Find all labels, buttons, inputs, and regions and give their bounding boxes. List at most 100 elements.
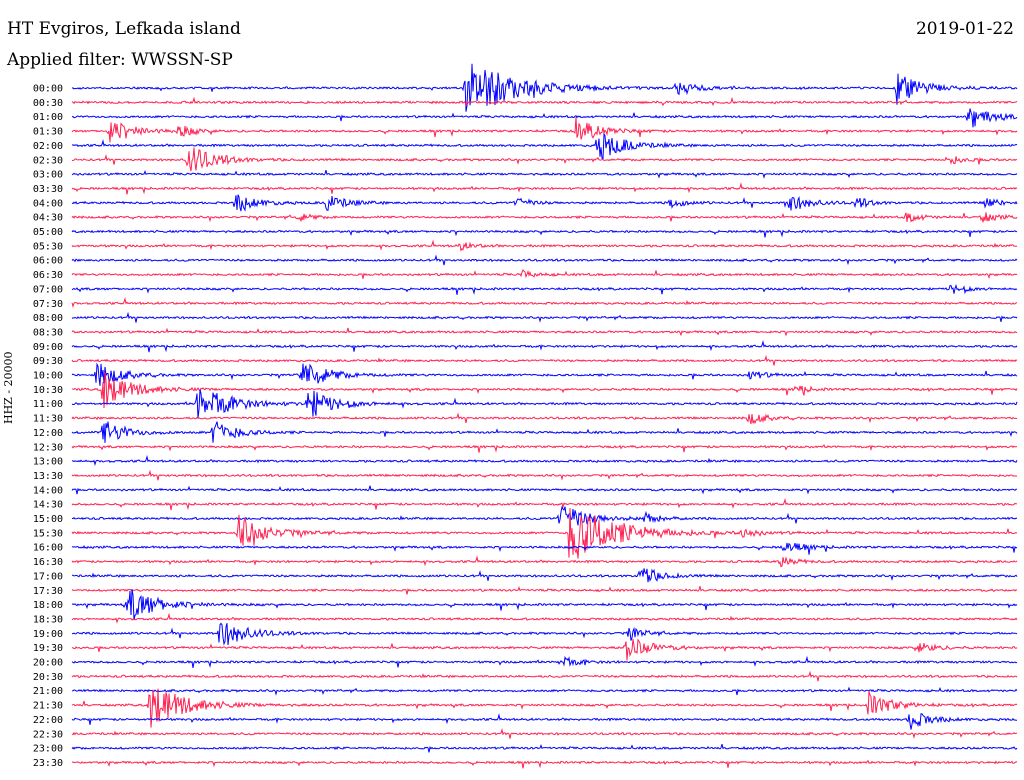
row-time-label: 02:30 (33, 155, 63, 166)
row-time-label: 10:30 (33, 385, 63, 396)
row-time-label: 11:30 (33, 414, 63, 425)
trace-row (71, 311, 1018, 323)
row-time-label: 06:30 (33, 270, 63, 281)
row-time-label: 01:00 (33, 112, 63, 123)
trace-row (71, 354, 1018, 366)
row-time-label: 19:30 (33, 643, 63, 654)
trace-row (71, 743, 1018, 753)
trace-row (71, 421, 1018, 443)
row-time-label: 03:30 (33, 184, 63, 195)
row-time-label: 18:30 (33, 614, 63, 625)
trace-row (71, 389, 1018, 419)
row-time-label: 08:00 (33, 313, 63, 324)
row-time-label: 05:00 (33, 227, 63, 238)
row-time-label: 17:30 (33, 586, 63, 597)
row-time-label: 07:00 (33, 284, 63, 295)
trace-row (71, 655, 1018, 668)
trace-row (71, 194, 1018, 212)
row-time-label: 07:30 (33, 299, 63, 310)
row-time-label: 17:00 (33, 571, 63, 582)
station-title: HT Evgiros, Lefkada island (7, 19, 241, 39)
trace-row (71, 296, 1018, 309)
trace-row (71, 182, 1018, 195)
trace-row (71, 688, 1018, 728)
trace-row (71, 497, 1018, 511)
row-time-label: 22:30 (33, 729, 63, 740)
trace-row (71, 469, 1018, 481)
row-time-label: 16:30 (33, 557, 63, 568)
trace-row (72, 568, 1018, 583)
trace-row (71, 108, 1018, 128)
row-time-label: 10:00 (33, 371, 63, 382)
row-time-label: 12:00 (33, 428, 63, 439)
row-time-label: 09:00 (33, 342, 63, 353)
trace-row (71, 340, 1018, 353)
trace-row (71, 759, 1018, 769)
trace-row (71, 147, 1018, 172)
row-time-label: 15:30 (33, 528, 63, 539)
row-time-label: 23:30 (33, 758, 63, 769)
trace-row (71, 254, 1018, 266)
trace-row (71, 169, 1018, 179)
row-time-label: 15:00 (33, 514, 63, 525)
trace-row (71, 589, 1018, 620)
row-time-label: 21:30 (33, 701, 63, 712)
trace-row (71, 117, 1018, 143)
row-time-label: 20:30 (33, 672, 63, 683)
trace-row (71, 362, 1018, 386)
trace-row (71, 713, 1017, 730)
row-time-label: 01:30 (33, 127, 63, 138)
trace-row (71, 612, 1018, 624)
trace-row (71, 269, 1018, 280)
trace-row (71, 372, 1018, 409)
trace-row (71, 229, 1018, 238)
trace-row (71, 283, 1018, 295)
row-time-label: 05:30 (33, 241, 63, 252)
row-time-label: 13:30 (33, 471, 63, 482)
row-time-label: 12:30 (33, 442, 63, 453)
trace-row (71, 670, 1018, 682)
trace-row (71, 96, 1018, 108)
trace-row (71, 412, 1018, 425)
trace-row (71, 444, 1018, 453)
row-time-label: 02:00 (33, 141, 63, 152)
trace-row (71, 132, 1018, 160)
row-time-label: 22:00 (33, 715, 63, 726)
trace-lines (71, 63, 1018, 769)
row-time-label: 00:00 (33, 84, 63, 95)
row-labels: 00:00 00:30 01:00 01:30 02:00 02:30 03:00 03:30… (33, 84, 63, 769)
trace-row (71, 485, 1017, 495)
row-time-label: 23:00 (33, 744, 63, 755)
row-time-label: 18:00 (33, 600, 63, 611)
trace-row (71, 454, 1018, 466)
date-label: 2019-01-22 (915, 19, 1014, 39)
trace-row (71, 542, 1018, 555)
row-time-label: 21:00 (33, 686, 63, 697)
row-time-label: 04:30 (33, 213, 63, 224)
row-time-label: 08:30 (33, 327, 63, 338)
row-time-label: 20:00 (33, 658, 63, 669)
channel-label: HHZ - 20000 (2, 351, 15, 424)
trace-row (71, 728, 1017, 739)
row-time-label: 14:00 (33, 485, 63, 496)
trace-row (71, 507, 1018, 559)
trace-row (71, 555, 1018, 568)
trace-row (71, 622, 1018, 646)
filter-label: Applied filter: WWSSN-SP (7, 50, 233, 70)
trace-row (71, 212, 1018, 223)
row-time-label: 03:00 (33, 170, 63, 181)
trace-row (71, 585, 1018, 595)
row-time-label: 04:00 (33, 198, 63, 209)
row-time-label: 16:00 (33, 543, 63, 554)
row-time-label: 14:30 (33, 500, 63, 511)
trace-row (71, 63, 1018, 112)
row-time-label: 19:00 (33, 629, 63, 640)
row-time-label: 11:00 (33, 399, 63, 410)
trace-row (71, 638, 1018, 661)
trace-row (71, 686, 1018, 696)
trace-row (71, 505, 1018, 526)
trace-row (71, 327, 1018, 337)
row-time-label: 09:30 (33, 356, 63, 367)
row-time-label: 06:00 (33, 256, 63, 267)
